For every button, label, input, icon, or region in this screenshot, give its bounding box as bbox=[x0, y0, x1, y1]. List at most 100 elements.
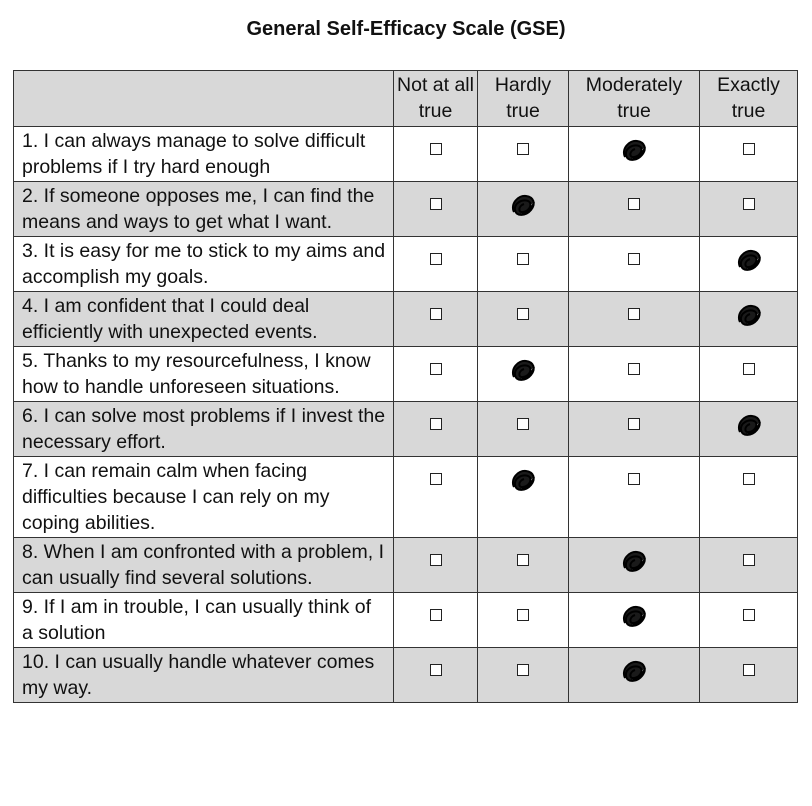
item-row: 3. It is easy for me to stick to my aims… bbox=[13, 236, 798, 292]
option-cell bbox=[568, 291, 700, 347]
item-row: 10. I can usually handle whatever comes … bbox=[13, 647, 798, 703]
item-text: 4. I am confident that I could deal effi… bbox=[13, 291, 394, 347]
checkbox bbox=[517, 418, 529, 430]
checkbox bbox=[742, 473, 755, 485]
checkbox bbox=[429, 664, 442, 676]
option-cell bbox=[568, 647, 700, 703]
item-row: 9. If I am in trouble, I can usually thi… bbox=[13, 592, 798, 648]
checkbox bbox=[742, 609, 755, 621]
selected-mark bbox=[512, 194, 535, 216]
option-cell bbox=[699, 537, 798, 593]
checkbox bbox=[742, 363, 755, 375]
column-header: Exactly true bbox=[699, 70, 798, 127]
column-header: Moderately true bbox=[568, 70, 700, 127]
option-cell bbox=[568, 236, 700, 292]
option-cell bbox=[477, 181, 569, 237]
option-cell bbox=[699, 291, 798, 347]
item-row: 6. I can solve most problems if I invest… bbox=[13, 401, 798, 457]
checkbox bbox=[429, 473, 442, 485]
selected-mark bbox=[623, 660, 646, 682]
checkbox bbox=[517, 143, 529, 155]
option-cell bbox=[477, 236, 569, 292]
item-text: 10. I can usually handle whatever comes … bbox=[13, 647, 394, 703]
option-cell bbox=[477, 126, 569, 182]
option-cell bbox=[477, 537, 569, 593]
item-text: 1. I can always manage to solve difficul… bbox=[13, 126, 394, 182]
checkbox bbox=[517, 664, 529, 676]
gse-table: Not at all true Hardly true Moderately tru… bbox=[13, 70, 798, 703]
header-row: Not at all true Hardly true Moderately tru… bbox=[13, 70, 798, 127]
selected-mark bbox=[512, 469, 535, 491]
option-cell bbox=[699, 126, 798, 182]
option-cell bbox=[699, 456, 798, 538]
option-cell bbox=[477, 401, 569, 457]
option-cell bbox=[393, 346, 478, 402]
item-row: 1. I can always manage to solve difficul… bbox=[13, 126, 798, 182]
checkbox bbox=[742, 664, 755, 676]
option-cell bbox=[568, 401, 700, 457]
item-text: 7. I can remain calm when facing difficu… bbox=[13, 456, 394, 538]
column-header: Not at all true bbox=[393, 70, 478, 127]
option-cell bbox=[568, 126, 700, 182]
checkbox bbox=[429, 363, 442, 375]
option-cell bbox=[393, 456, 478, 538]
option-cell bbox=[568, 456, 700, 538]
checkbox bbox=[628, 473, 640, 485]
checkbox bbox=[517, 308, 529, 320]
checkbox bbox=[429, 198, 442, 210]
item-text: 3. It is easy for me to stick to my aims… bbox=[13, 236, 394, 292]
checkbox bbox=[742, 554, 755, 566]
option-cell bbox=[568, 537, 700, 593]
option-cell bbox=[393, 647, 478, 703]
table-body: 1. I can always manage to solve difficul… bbox=[13, 126, 798, 703]
scribble bbox=[623, 605, 646, 627]
option-cell bbox=[393, 291, 478, 347]
option-cell bbox=[699, 592, 798, 648]
selected-mark bbox=[737, 414, 761, 436]
item-row: 7. I can remain calm when facing difficu… bbox=[13, 456, 798, 538]
item-text: 9. If I am in trouble, I can usually thi… bbox=[13, 592, 394, 648]
option-cell bbox=[477, 346, 569, 402]
scribble bbox=[623, 139, 646, 161]
checkbox bbox=[429, 554, 442, 566]
option-cell bbox=[699, 647, 798, 703]
option-cell bbox=[568, 181, 700, 237]
item-text: 5. Thanks to my resourcefulness, I know … bbox=[13, 346, 394, 402]
item-row: 2. If someone opposes me, I can find the… bbox=[13, 181, 798, 237]
checkbox bbox=[429, 308, 442, 320]
option-cell bbox=[393, 126, 478, 182]
scribble bbox=[512, 359, 535, 381]
item-row: 5. Thanks to my resourcefulness, I know … bbox=[13, 346, 798, 402]
checkbox bbox=[429, 253, 442, 265]
option-cell bbox=[477, 592, 569, 648]
item-row: 4. I am confident that I could deal effi… bbox=[13, 291, 798, 347]
selected-mark bbox=[512, 359, 535, 381]
option-cell bbox=[699, 236, 798, 292]
column-header: Hardly true bbox=[477, 70, 569, 127]
selected-mark bbox=[623, 605, 646, 627]
option-cell bbox=[393, 236, 478, 292]
scribble bbox=[737, 414, 761, 436]
scribble bbox=[512, 469, 535, 491]
checkbox bbox=[429, 418, 442, 430]
option-cell bbox=[699, 181, 798, 237]
scribble bbox=[737, 304, 761, 326]
checkbox bbox=[429, 143, 442, 155]
checkbox bbox=[628, 363, 640, 375]
checkbox bbox=[429, 609, 442, 621]
checkbox bbox=[628, 198, 640, 210]
option-cell bbox=[568, 346, 700, 402]
item-row: 8. When I am confronted with a problem, … bbox=[13, 537, 798, 593]
option-cell bbox=[393, 537, 478, 593]
checkbox bbox=[517, 609, 529, 621]
selected-mark bbox=[737, 304, 761, 326]
scribble bbox=[623, 550, 646, 572]
scribble bbox=[512, 194, 535, 216]
scribble bbox=[737, 249, 761, 271]
checkbox bbox=[517, 554, 529, 566]
item-text: 2. If someone opposes me, I can find the… bbox=[13, 181, 394, 237]
option-cell bbox=[477, 291, 569, 347]
scribble bbox=[623, 660, 646, 682]
option-cell bbox=[393, 181, 478, 237]
